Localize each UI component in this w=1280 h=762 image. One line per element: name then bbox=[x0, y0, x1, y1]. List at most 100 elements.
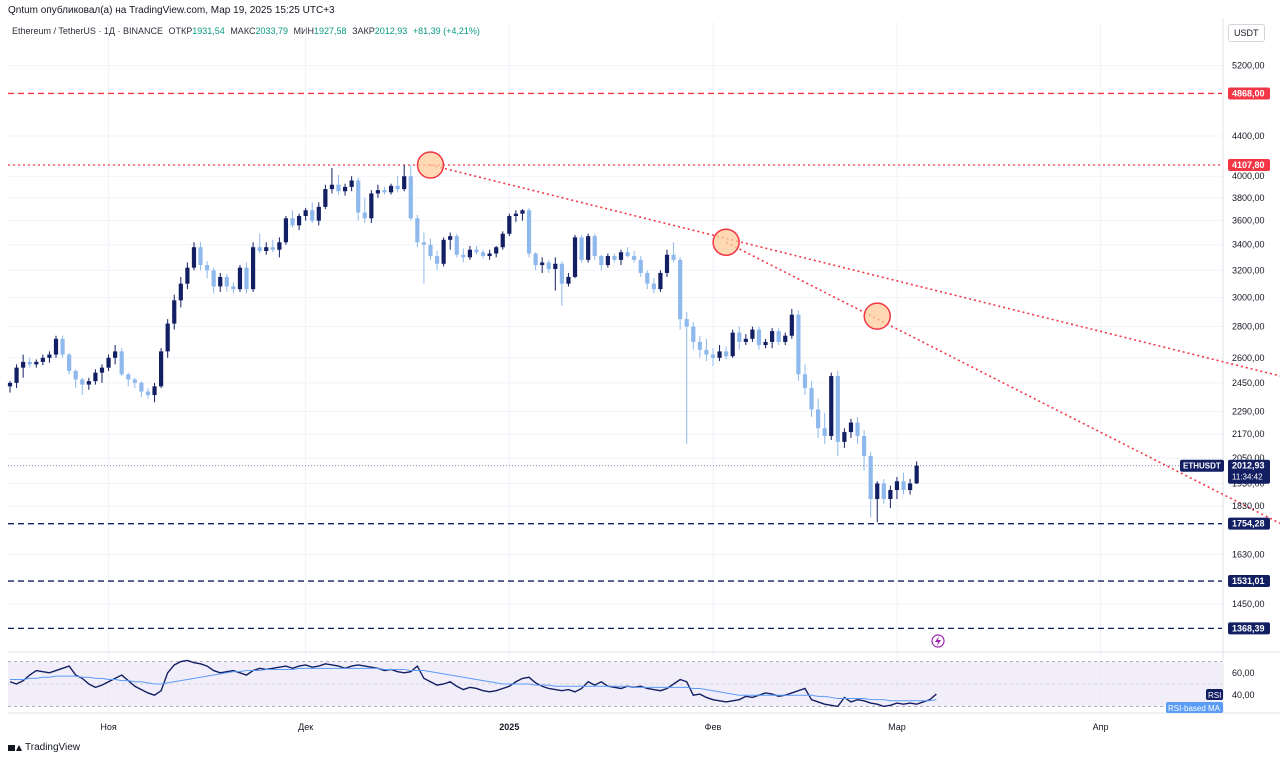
candle-body bbox=[257, 247, 262, 251]
level-price-tag bbox=[1228, 159, 1270, 172]
rsi-tag-label: RSI bbox=[1208, 691, 1221, 700]
candle-body bbox=[244, 267, 249, 290]
candle-body bbox=[704, 349, 709, 355]
candle-body bbox=[559, 263, 564, 284]
tradingview-logo-icon bbox=[8, 744, 22, 752]
candle-body bbox=[277, 242, 282, 250]
tradingview-brand: TradingView bbox=[8, 742, 80, 753]
candle-body bbox=[342, 186, 348, 192]
close-value: 2012,93 bbox=[374, 26, 408, 36]
price-tick-label: 3800,00 bbox=[1232, 193, 1265, 203]
candle-body bbox=[638, 259, 643, 273]
level-price-label: 4107,80 bbox=[1232, 160, 1265, 170]
grid bbox=[8, 18, 1280, 714]
rsi-ma-tag-label: RSI-based MA bbox=[1168, 704, 1221, 713]
candle-body bbox=[296, 215, 302, 226]
symbol-tag-label: ETHUSDT bbox=[1183, 462, 1221, 471]
level-price-label: 4868,00 bbox=[1232, 88, 1265, 98]
trendline bbox=[430, 164, 1280, 377]
level-price-tag bbox=[1228, 517, 1270, 530]
candle-body bbox=[710, 354, 716, 358]
price-tick-label: 2450,00 bbox=[1232, 378, 1265, 388]
candle-body bbox=[60, 338, 65, 355]
candle-body bbox=[467, 249, 472, 258]
candle-body bbox=[802, 374, 808, 389]
candle-body bbox=[362, 212, 367, 219]
time-axis[interactable]: НояДек2025ФевМарАпрМай bbox=[100, 722, 1280, 732]
candle-body bbox=[172, 300, 177, 324]
candle-body bbox=[421, 242, 427, 245]
candle-body bbox=[283, 218, 289, 243]
open-label: ОТКР bbox=[168, 26, 193, 36]
candle-body bbox=[612, 256, 617, 260]
candle-body bbox=[270, 247, 275, 250]
candle-body bbox=[80, 379, 85, 385]
symbol-name[interactable]: Ethereum / TetherUS · 1Д · BINANCE bbox=[12, 26, 163, 36]
price-tick-label: 3600,00 bbox=[1232, 216, 1265, 226]
candle-body bbox=[816, 409, 821, 429]
candle-body bbox=[763, 341, 768, 346]
rsi-line bbox=[9, 659, 937, 708]
candle-body bbox=[474, 249, 479, 253]
candle-body bbox=[388, 185, 394, 193]
candle-body bbox=[743, 338, 748, 342]
candle-body bbox=[730, 332, 735, 357]
candle-body bbox=[770, 331, 775, 342]
candle-body bbox=[533, 253, 538, 266]
candle-body bbox=[796, 314, 801, 375]
candle-body bbox=[329, 184, 335, 190]
trendline bbox=[725, 241, 1280, 525]
candle-body bbox=[47, 354, 52, 358]
rsi-ma-tag bbox=[1166, 702, 1223, 713]
candle-body bbox=[618, 252, 624, 260]
level-price-tag bbox=[1228, 622, 1270, 635]
candle-body bbox=[310, 210, 315, 221]
price-axis[interactable]: 5200,00 4400,00 4000,00 3800,00 3600,00 3400,… bbox=[1180, 61, 1270, 635]
candle-body bbox=[894, 481, 900, 491]
candle-body bbox=[53, 338, 59, 355]
candle-body bbox=[113, 351, 118, 358]
price-tick-label: 2050,00 bbox=[1232, 453, 1265, 463]
candle-body bbox=[513, 213, 518, 216]
candle-body bbox=[848, 422, 854, 433]
time-tick-label: Ноя bbox=[100, 722, 117, 732]
candle-body bbox=[592, 236, 597, 257]
candle-body bbox=[93, 372, 98, 382]
candle-body bbox=[500, 233, 505, 248]
highlight-circles bbox=[416, 151, 945, 648]
change-value: +81,39 (+4,21%) bbox=[412, 26, 480, 36]
candle-body bbox=[106, 357, 111, 368]
candle-body bbox=[27, 361, 32, 365]
candle-body bbox=[152, 386, 157, 396]
candle-body bbox=[487, 253, 492, 257]
candle-body bbox=[185, 267, 190, 284]
candle-body bbox=[132, 379, 137, 383]
candle-body bbox=[632, 256, 637, 260]
candle-body bbox=[829, 376, 834, 436]
candle-body bbox=[7, 382, 13, 387]
candle-body bbox=[336, 184, 341, 192]
candle-body bbox=[99, 367, 105, 373]
candle-body bbox=[237, 267, 243, 290]
candle-body bbox=[408, 176, 413, 219]
candle-body bbox=[34, 361, 39, 365]
time-tick-label: 2025 bbox=[499, 722, 519, 732]
candle-body bbox=[316, 206, 321, 221]
candle-body bbox=[756, 329, 762, 346]
candle-body bbox=[415, 218, 420, 243]
currency-button[interactable]: USDT bbox=[1228, 24, 1265, 42]
candle-body bbox=[191, 247, 197, 268]
candle-body bbox=[218, 276, 223, 287]
candle-body bbox=[717, 351, 722, 358]
highlight-circle bbox=[712, 228, 740, 257]
candle-body bbox=[454, 236, 459, 255]
candle-body bbox=[678, 259, 683, 320]
candle-body bbox=[250, 247, 256, 290]
rsi-tick-label: 40,00 bbox=[1232, 690, 1255, 700]
rsi-tick-label: 60,00 bbox=[1232, 668, 1255, 678]
high-label: МАКС bbox=[230, 26, 256, 36]
brand-label: TradingView bbox=[25, 742, 81, 753]
candle-body bbox=[540, 262, 545, 266]
candle-body bbox=[40, 357, 45, 362]
